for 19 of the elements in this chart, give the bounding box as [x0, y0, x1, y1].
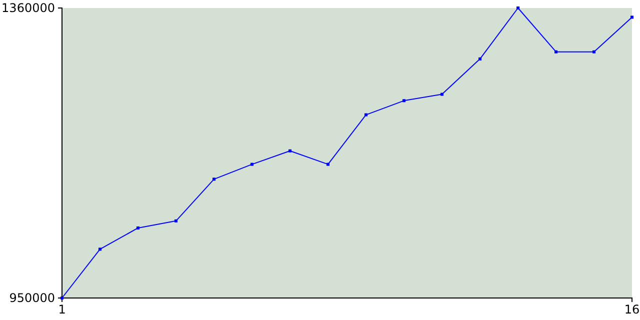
- x-tick-label: 16: [624, 302, 640, 317]
- point: [364, 113, 368, 116]
- point: [326, 162, 330, 166]
- point: [402, 99, 406, 102]
- point: [174, 219, 178, 222]
- point: [592, 50, 596, 54]
- line-series: [60, 6, 634, 300]
- point: [554, 50, 558, 54]
- point: [98, 248, 102, 251]
- point: [288, 149, 292, 152]
- y-tick-label: 1360000: [2, 0, 55, 15]
- y-tick-label: 950000: [9, 290, 55, 305]
- point: [630, 16, 634, 19]
- point: [440, 92, 444, 96]
- point: [136, 226, 140, 230]
- x-tick-label: 1: [58, 302, 66, 317]
- point: [250, 162, 254, 166]
- point: [212, 178, 216, 181]
- point: [478, 57, 482, 60]
